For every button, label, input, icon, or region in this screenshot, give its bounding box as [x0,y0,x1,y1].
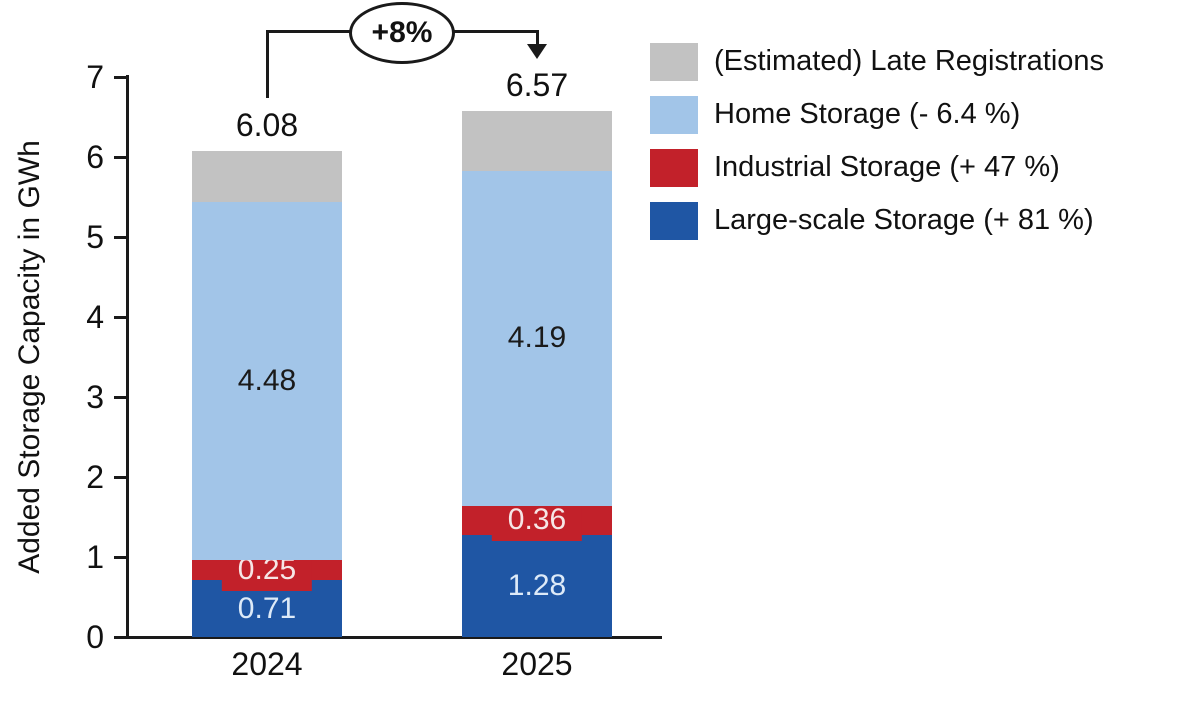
legend-swatch-icon [650,149,698,187]
legend-item: (Estimated) Late Registrations [650,43,1104,81]
y-tick-label: 3 [86,379,104,415]
legend-label: (Estimated) Late Registrations [714,45,1105,78]
annotation-arrowhead-icon [527,44,547,59]
bar-segment-value: 1.28 [507,568,567,602]
y-axis-line [126,75,129,639]
legend-label: Industrial Storage (+ 47 %) [714,151,1060,184]
bar-segment-2025-1 [462,534,612,637]
y-tick-mark [114,315,127,319]
y-axis-title-text: Added Storage Capacity in GWh [13,140,47,574]
y-tick-label: 7 [86,59,104,95]
bar-segment-2024-3 [192,201,342,561]
y-tick-mark [114,235,127,239]
y-tick-label: 4 [86,299,104,335]
x-axis-category-label: 2025 [501,646,573,682]
y-tick-mark [114,635,127,639]
bar-total-value: 6.08 [235,106,299,143]
legend-label: Home Storage (- 6.4 %) [714,98,1021,131]
y-tick-label: 0 [86,619,104,655]
y-tick-mark [114,155,127,159]
legend-item: Home Storage (- 6.4 %) [650,96,1020,134]
y-tick-label: 6 [86,139,104,175]
legend-item: Large-scale Storage (+ 81 %) [650,202,1094,240]
annotation-badge: +8% [349,2,455,64]
y-tick-mark [114,555,127,559]
legend-swatch-icon [650,96,698,134]
bar-segment-value: 4.19 [507,321,567,355]
y-tick-mark [114,75,127,79]
bar-segment-value: 0.71 [237,591,297,625]
legend-swatch-icon [650,202,698,240]
x-axis-category-label: 2024 [231,646,303,682]
bar-segment-2025-4 [462,111,612,171]
bar-segment-value: 4.48 [237,364,297,397]
legend-label: Large-scale Storage (+ 81 %) [714,204,1094,237]
bar-total-value: 6.57 [505,67,569,104]
y-tick-mark [114,395,127,399]
y-tick-label: 5 [86,219,104,255]
y-tick-label: 2 [86,459,104,495]
x-axis-line [126,636,662,639]
annotation-text: +8% [371,16,433,49]
bar-segment-2025-3 [462,170,612,506]
annotation-line-left [266,30,269,98]
bar-segment-value: 0.36 [491,499,583,542]
bar-segment-2024-4 [192,150,342,202]
legend-item: Industrial Storage (+ 47 %) [650,149,1060,187]
legend-swatch-icon [650,43,698,81]
y-tick-label: 1 [86,539,104,575]
y-tick-mark [114,475,127,479]
annotation-line-right [536,30,539,46]
